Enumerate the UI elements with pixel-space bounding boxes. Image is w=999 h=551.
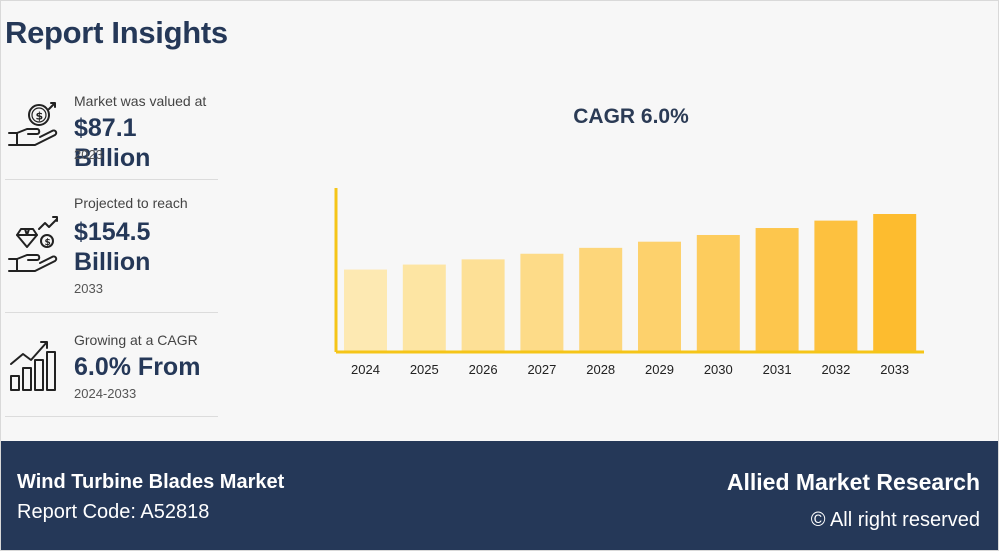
diamond-growth-hand-icon: $ [5, 215, 65, 275]
bar-2031 [755, 228, 799, 352]
stat-projected-value: $ Projected to reach $154.5 Billion 2033 [5, 181, 218, 313]
x-tick-label: 2032 [821, 362, 850, 377]
bar-2026 [461, 259, 505, 352]
x-tick-label: 2026 [469, 362, 498, 377]
x-tick-label: 2028 [586, 362, 615, 377]
bar-2033 [873, 214, 917, 352]
chart-title: CAGR 6.0% [573, 105, 689, 128]
x-tick-label: 2030 [704, 362, 733, 377]
brand-name: Allied Market Research [726, 469, 980, 495]
stat-label: Market was valued at [74, 93, 207, 109]
x-tick-label: 2029 [645, 362, 674, 377]
page-title: Report Insights [5, 15, 228, 50]
chart-bars [344, 214, 917, 352]
bar-growth-icon [5, 334, 65, 394]
stat-value: $87.1 Billion [74, 114, 151, 172]
bar-2024 [344, 269, 387, 352]
stat-value-line2: Billion [74, 248, 151, 276]
bar-2032 [814, 220, 858, 352]
stat-year: 2033 [74, 281, 103, 296]
market-name: Wind Turbine Blades Market [17, 471, 285, 493]
footer-bar: Wind Turbine Blades Market Report Code: … [1, 441, 998, 550]
stat-year-range: 2024-2033 [74, 386, 137, 401]
money-hand-icon: $ [5, 95, 65, 155]
bar-2029 [638, 241, 681, 352]
x-tick-label: 2024 [351, 362, 380, 377]
stat-year: 2023 [74, 147, 103, 162]
copyright-text: © All right reserved [810, 509, 980, 531]
svg-text:$: $ [36, 110, 44, 123]
chart-svg: CAGR 6.0% 2024 2025 2026 2027 2028 2029 2030 20… [334, 105, 924, 377]
report-code: Report Code: A52818 [17, 501, 210, 523]
x-tick-label: 2033 [880, 362, 909, 377]
svg-text:$: $ [45, 238, 51, 248]
stat-value-line1: $154.5 [74, 218, 151, 246]
bar-2030 [696, 234, 740, 352]
stat-cagr: Growing at a CAGR 6.0% From 2024-2033 [5, 314, 218, 417]
x-tick-label: 2031 [763, 362, 792, 377]
cagr-bar-chart: CAGR 6.0% 2024 2025 2026 2027 2028 2029 2030 20… [331, 91, 931, 391]
chart-x-ticks: 2024 2025 2026 2027 2028 2029 2030 2031 2032 2033 [351, 362, 909, 377]
x-tick-label: 2025 [410, 362, 439, 377]
bar-2027 [520, 253, 564, 352]
bar-2025 [402, 264, 446, 352]
bar-2028 [579, 247, 623, 352]
stat-market-value: $ Market was valued at $87.1 Billion 202… [5, 87, 218, 180]
stat-label: Projected to reach [74, 195, 188, 211]
x-tick-label: 2027 [527, 362, 556, 377]
stat-label: Growing at a CAGR [74, 332, 198, 348]
stat-value: 6.0% From [74, 353, 201, 381]
